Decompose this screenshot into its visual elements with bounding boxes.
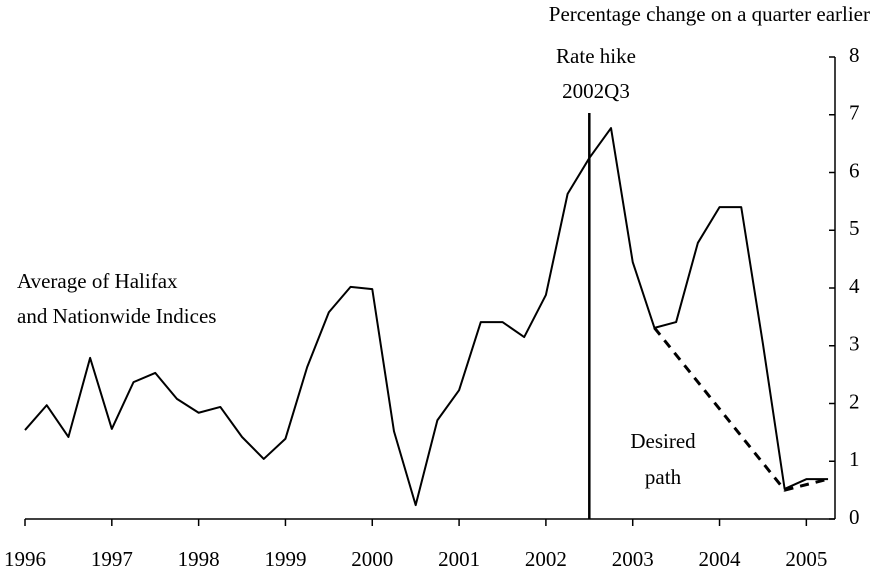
x-tick-label: 2003: [612, 547, 654, 571]
x-tick-label: 2004: [699, 547, 742, 571]
y-tick-label: 2: [849, 389, 860, 413]
y-tick-label: 6: [849, 158, 860, 182]
y-tick-label: 3: [849, 332, 860, 356]
y-tick-label: 7: [849, 101, 860, 125]
y-tick-label: 0: [849, 505, 860, 529]
annotation: Average of Halifax: [17, 269, 178, 293]
y-tick-label: 5: [849, 216, 860, 240]
annotation: Rate hike: [556, 44, 636, 68]
x-tick-label: 1999: [264, 547, 306, 571]
x-tick-label: 2000: [351, 547, 393, 571]
x-tick-label: 1997: [91, 547, 133, 571]
annotation: Desired: [630, 429, 696, 453]
x-tick-label: 1998: [178, 547, 220, 571]
x-tick-label: 2002: [525, 547, 567, 571]
series-line: [24, 127, 829, 507]
annotation: 2002Q3: [562, 79, 630, 103]
x-tick-label: 2005: [785, 547, 827, 571]
annotation: and Nationwide Indices: [17, 304, 216, 328]
y-axis-title: Percentage change on a quarter earlier: [549, 2, 870, 26]
annotation: path: [645, 465, 682, 489]
y-tick-label: 4: [849, 274, 860, 298]
series-line: [653, 326, 829, 492]
x-tick-label: 1996: [4, 547, 46, 571]
x-tick-label: 2001: [438, 547, 480, 571]
y-tick-label: 1: [849, 447, 860, 471]
y-tick-label: 8: [849, 43, 860, 67]
